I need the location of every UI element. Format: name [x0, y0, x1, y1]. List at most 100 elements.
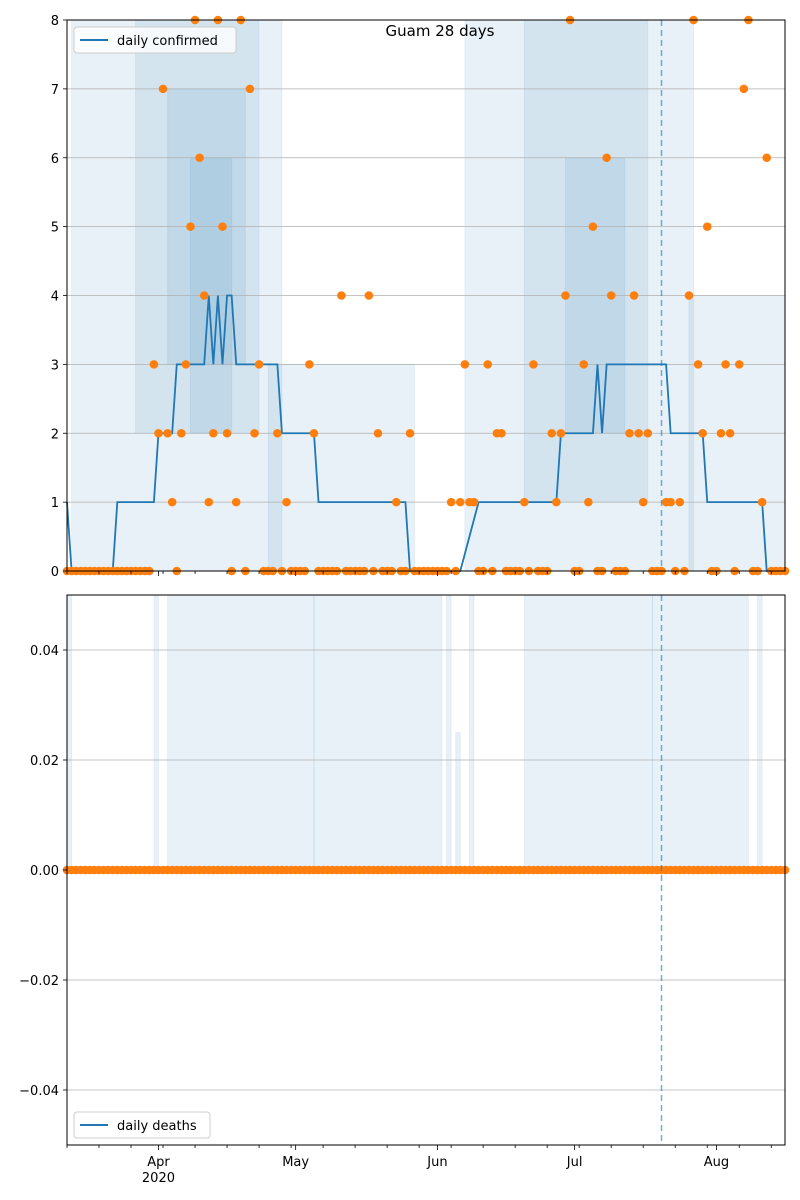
- bottom-chart: −0.04 −0.02 0.00 0.02 0.04 Apr May Jun Jul Aug 2…: [19, 594, 790, 1186]
- top-legend-label: daily confirmed: [117, 34, 218, 49]
- x-tick-label: May: [282, 1155, 309, 1170]
- data-point: [556, 428, 566, 438]
- data-point: [629, 291, 639, 300]
- y-tick-label: 8: [51, 14, 59, 29]
- data-point: [684, 291, 694, 300]
- data-point: [337, 291, 346, 300]
- confidence-band: [651, 594, 749, 871]
- confidence-band: [523, 19, 649, 503]
- data-point: [231, 497, 241, 507]
- y-tick-label: 6: [51, 152, 59, 167]
- data-point: [675, 497, 685, 507]
- y-tick-label: −0.04: [19, 1084, 59, 1099]
- data-point: [364, 291, 374, 300]
- data-point: [181, 360, 191, 369]
- x-tick-label: Apr: [147, 1155, 170, 1170]
- bottom-confidence-bands: [66, 594, 763, 871]
- data-point: [222, 428, 232, 438]
- y-tick-label: 0.02: [30, 754, 59, 769]
- x-tick-label: Jun: [426, 1155, 447, 1170]
- data-point: [195, 153, 204, 163]
- x-axis-year-label: 2020: [142, 1171, 175, 1186]
- data-point: [373, 428, 383, 438]
- data-point: [547, 428, 557, 438]
- data-point: [154, 428, 163, 438]
- data-point: [588, 222, 598, 231]
- bottom-legend: daily deaths: [73, 1111, 211, 1139]
- data-point: [638, 497, 648, 507]
- data-point: [702, 222, 712, 231]
- data-point: [529, 360, 538, 369]
- data-point: [218, 222, 227, 231]
- x-tick-label: Jul: [566, 1155, 583, 1170]
- data-point: [158, 84, 168, 94]
- data-point: [497, 428, 506, 438]
- data-point: [446, 497, 456, 507]
- y-tick-label: 0.00: [30, 864, 59, 879]
- data-point: [634, 428, 643, 438]
- bottom-legend-label: daily deaths: [117, 1119, 197, 1134]
- data-point: [757, 497, 767, 507]
- data-point: [282, 497, 291, 507]
- top-legend: daily confirmed: [73, 26, 237, 54]
- top-legend-box: [73, 26, 237, 54]
- confidence-band: [66, 594, 73, 871]
- top-series: [62, 15, 790, 576]
- y-tick-label: 0: [51, 565, 59, 580]
- data-point: [483, 360, 493, 369]
- confidence-band: [153, 594, 159, 871]
- data-point: [273, 428, 282, 438]
- data-point: [734, 360, 744, 369]
- y-tick-label: 7: [51, 83, 59, 98]
- data-point: [254, 360, 264, 369]
- data-point: [602, 153, 611, 163]
- confidence-band: [757, 594, 763, 871]
- data-point: [455, 497, 465, 507]
- data-point: [177, 428, 186, 438]
- top-chart: 0 1 2 3 4 5 6 7 8 Guam 28 days daily confirmed: [51, 14, 790, 580]
- data-point: [391, 497, 401, 507]
- bottom-legend-box: [73, 1111, 211, 1139]
- data-point: [167, 497, 177, 507]
- y-tick-label: −0.02: [19, 974, 59, 989]
- data-point: [163, 428, 172, 438]
- data-point: [245, 84, 255, 94]
- data-point: [643, 428, 653, 438]
- y-tick-label: 3: [51, 358, 59, 373]
- confidence-band: [523, 594, 653, 871]
- data-point: [584, 497, 593, 507]
- y-tick-label: 0.04: [30, 644, 59, 659]
- data-point: [725, 428, 735, 438]
- data-point: [309, 428, 319, 438]
- data-point: [561, 291, 570, 300]
- data-point: [693, 360, 703, 369]
- y-tick-label: 1: [51, 496, 59, 511]
- confidence-band: [267, 363, 416, 572]
- chart-title: Guam 28 days: [386, 22, 495, 40]
- data-point: [460, 360, 470, 369]
- bottom-x-axis: Apr May Jun Jul Aug: [66, 1145, 772, 1170]
- bottom-y-axis: −0.04 −0.02 0.00 0.02 0.04: [19, 644, 67, 1099]
- data-point: [716, 428, 726, 438]
- top-y-axis: 0 1 2 3 4 5 6 7 8: [51, 14, 67, 580]
- data-point: [520, 497, 529, 507]
- confidence-band: [446, 594, 452, 871]
- bottom-series: [62, 865, 790, 875]
- data-point: [579, 360, 589, 369]
- y-tick-label: 5: [51, 221, 59, 236]
- data-point: [552, 497, 561, 507]
- data-point: [305, 360, 314, 369]
- data-point: [204, 497, 214, 507]
- confidence-band: [167, 594, 315, 871]
- data-point: [199, 291, 209, 300]
- data-point: [698, 428, 707, 438]
- data-point: [606, 291, 616, 300]
- data-point: [186, 222, 195, 231]
- data-point: [666, 497, 675, 507]
- x-tick-label: Aug: [704, 1155, 729, 1170]
- data-point: [405, 428, 415, 438]
- y-tick-label: 2: [51, 427, 59, 442]
- confidence-band: [455, 732, 461, 871]
- confidence-band: [468, 594, 475, 871]
